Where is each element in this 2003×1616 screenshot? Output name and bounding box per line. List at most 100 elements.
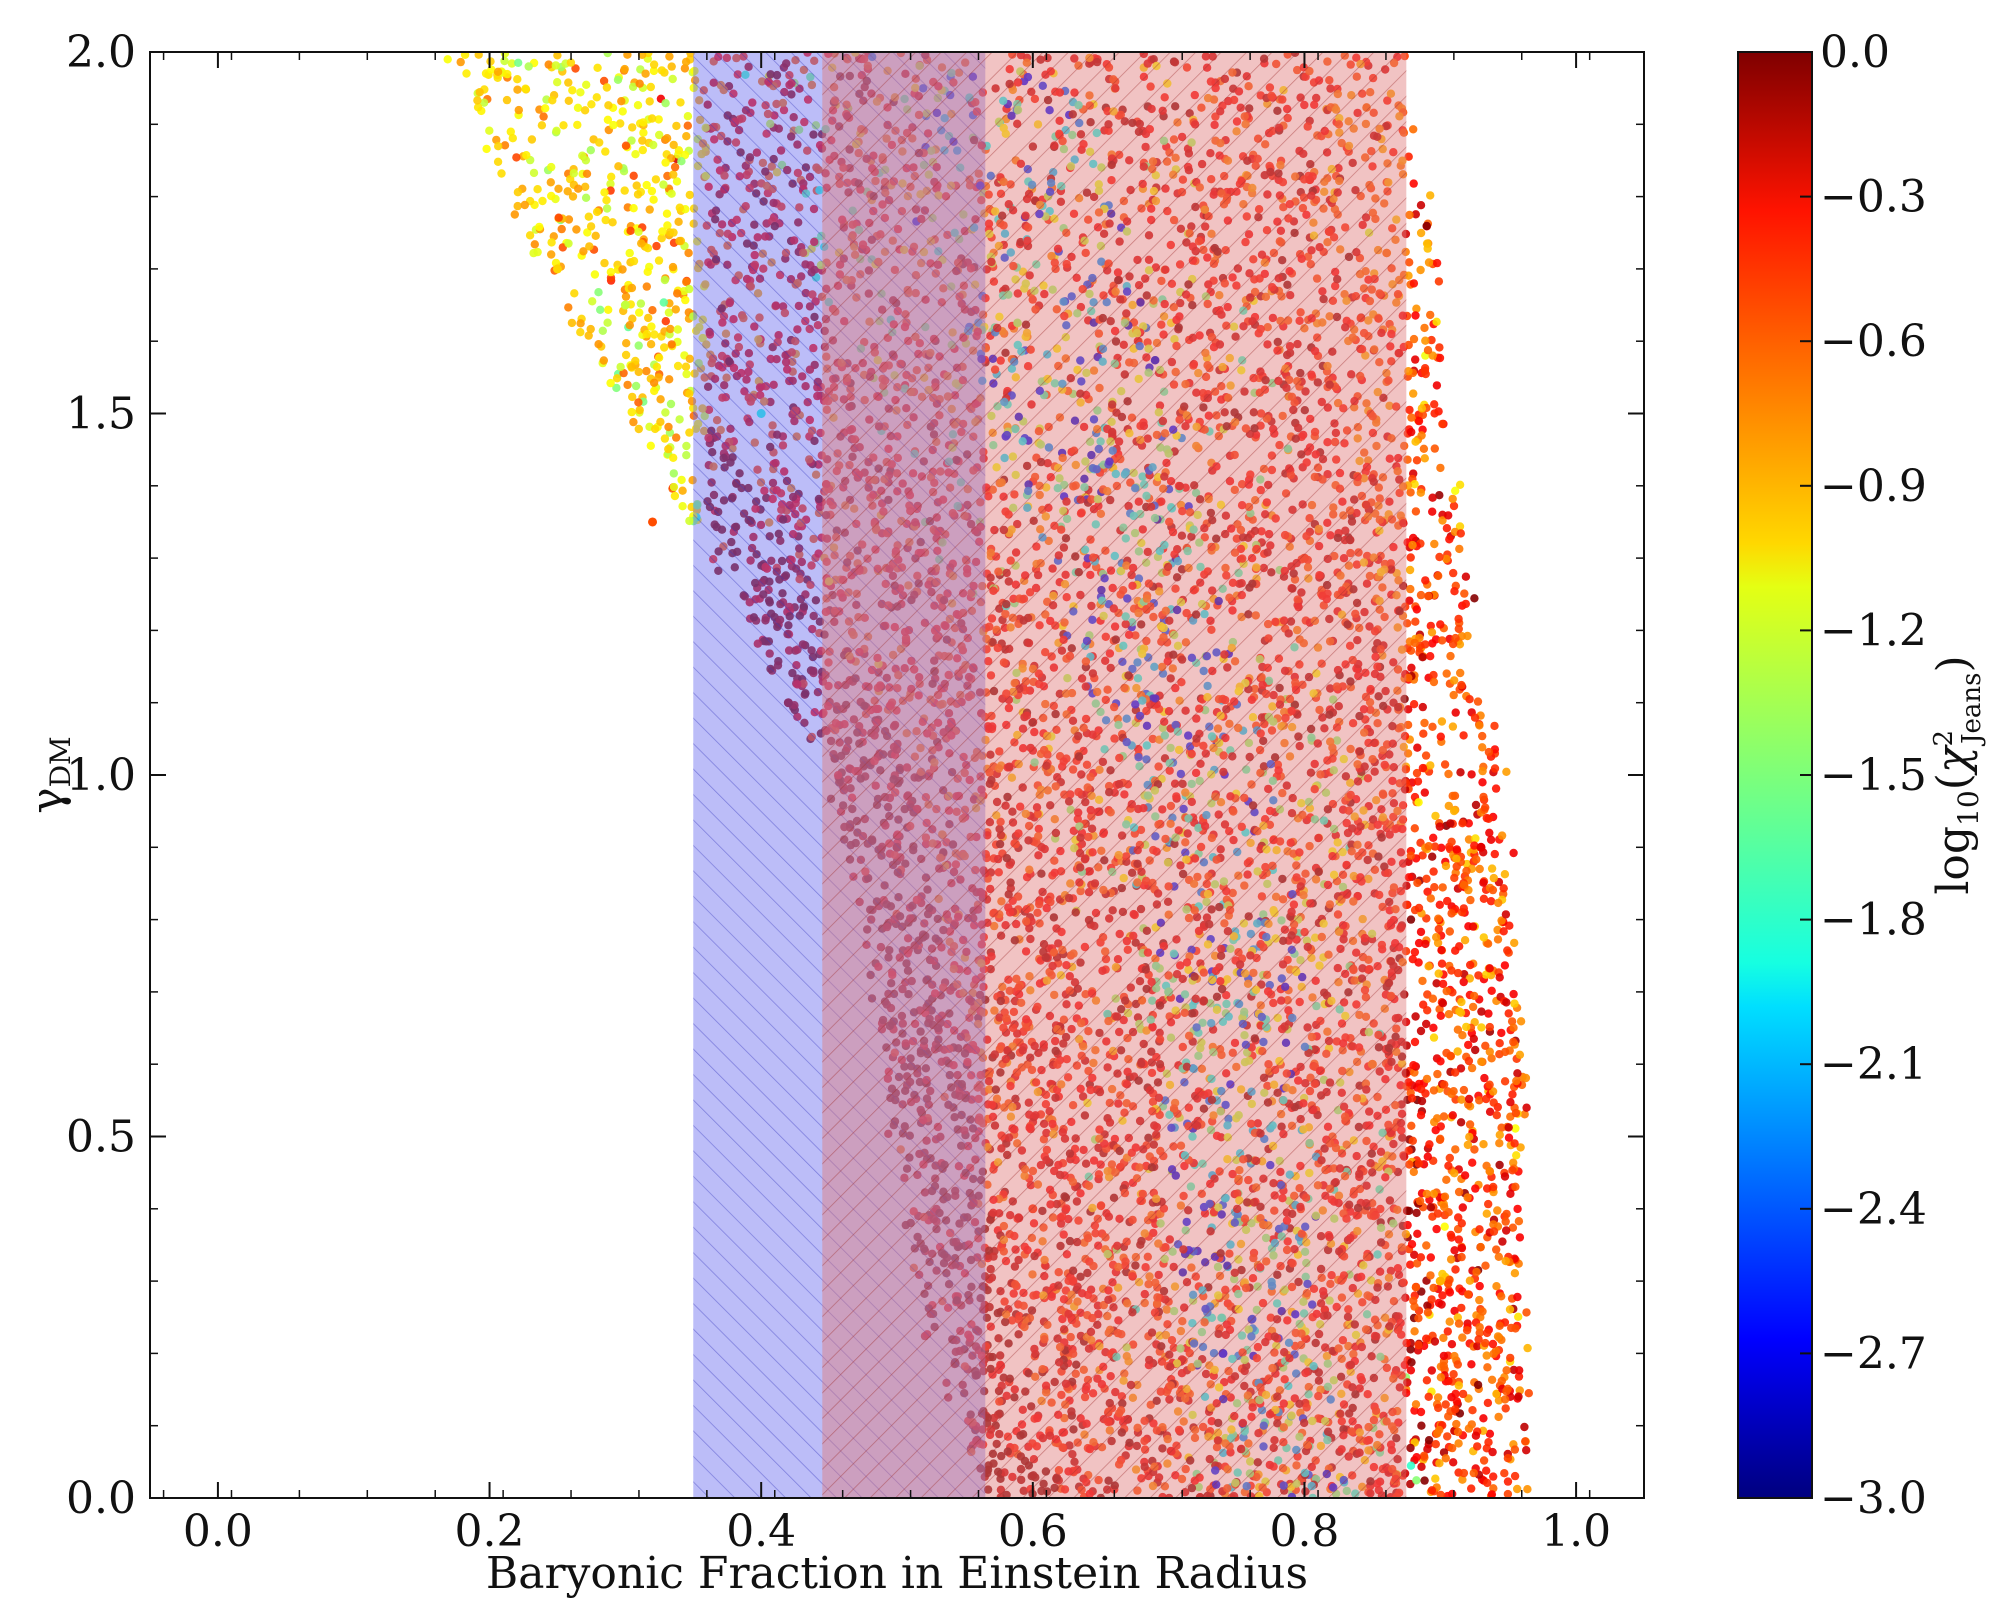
- scatter-point: [647, 186, 657, 196]
- scatter-point: [1436, 1057, 1445, 1066]
- scatter-point: [1412, 768, 1422, 778]
- scatter-point: [1417, 1462, 1426, 1472]
- scatter-point: [664, 308, 674, 317]
- scatter-point: [1522, 1446, 1531, 1455]
- scatter-point: [1451, 1145, 1460, 1154]
- scatter-point: [1501, 910, 1511, 919]
- scatter-point: [1449, 690, 1458, 700]
- scatter-point: [1445, 927, 1455, 936]
- scatter-point: [572, 225, 581, 234]
- scatter-point: [599, 356, 608, 365]
- scatter-point: [661, 317, 670, 326]
- scatter-point: [594, 288, 603, 297]
- scatter-point: [1470, 594, 1479, 603]
- scatter-point: [1418, 851, 1427, 860]
- scatter-point: [1447, 837, 1456, 846]
- scatter-point: [1521, 1073, 1531, 1083]
- scatter-point: [1439, 1333, 1448, 1343]
- scatter-point: [1515, 1233, 1525, 1242]
- scatter-point: [1510, 1471, 1520, 1481]
- scatter-point: [1497, 916, 1506, 925]
- scatter-point: [1439, 1361, 1449, 1371]
- scatter-point: [1435, 491, 1444, 500]
- scatter-point: [1417, 1096, 1427, 1106]
- scatter-point: [1445, 1153, 1455, 1163]
- scatter-point: [564, 303, 573, 312]
- scatter-point: [513, 188, 523, 197]
- scatter-point: [507, 59, 517, 68]
- scatter-point: [1483, 1363, 1492, 1372]
- scatter-point: [1500, 1172, 1510, 1181]
- scatter-point: [601, 215, 610, 225]
- scatter-point: [672, 177, 682, 186]
- scatter-point: [596, 305, 605, 314]
- scatter-point: [576, 319, 585, 328]
- scatter-point: [1433, 1393, 1443, 1402]
- scatter-point: [681, 362, 691, 371]
- scatter-point: [635, 405, 644, 415]
- scatter-point: [1435, 822, 1445, 831]
- scatter-point: [1406, 1345, 1415, 1354]
- scatter-point: [629, 417, 638, 427]
- scatter-point: [1465, 1120, 1475, 1129]
- scatter-point: [1481, 1261, 1490, 1270]
- scatter-point: [1505, 1305, 1515, 1314]
- scatter-point: [533, 185, 542, 194]
- scatter-point: [1479, 878, 1488, 887]
- scatter-point: [1458, 1475, 1467, 1484]
- scatter-point: [654, 115, 663, 124]
- scatter-point: [1435, 900, 1445, 909]
- scatter-point: [1431, 1474, 1440, 1483]
- scatter-point: [685, 389, 694, 398]
- scatter-point: [1409, 279, 1419, 288]
- scatter-point: [1409, 179, 1418, 188]
- scatter-point: [541, 104, 550, 113]
- scatter-point: [667, 62, 676, 71]
- scatter-point: [638, 145, 647, 155]
- scatter-point: [567, 318, 577, 328]
- scatter-point: [685, 284, 694, 294]
- scatter-point: [1485, 828, 1494, 837]
- scatter-point: [1405, 258, 1414, 267]
- scatter-point: [1495, 1160, 1504, 1170]
- scatter-point: [1444, 801, 1454, 811]
- scatter-point: [1431, 811, 1440, 821]
- scatter-point: [1429, 867, 1438, 876]
- scatter-point: [601, 147, 610, 156]
- scatter-point: [1416, 590, 1426, 600]
- scatter-point: [1412, 304, 1421, 313]
- scatter-point: [1482, 1466, 1491, 1475]
- scatter-point: [1505, 921, 1514, 930]
- scatter-point: [628, 123, 637, 132]
- scatter-point: [1426, 1253, 1436, 1262]
- scatter-point: [1467, 1484, 1476, 1493]
- scatter-point: [1520, 1110, 1529, 1119]
- scatter-point: [1497, 1292, 1506, 1301]
- scatter-point: [456, 57, 465, 67]
- scatter-point: [1451, 1265, 1460, 1274]
- scatter-point: [665, 375, 674, 384]
- scatter-point: [1502, 1209, 1511, 1219]
- scatter-point: [680, 150, 690, 160]
- scatter-point: [1495, 1039, 1504, 1048]
- scatter-point: [1479, 1140, 1488, 1149]
- scatter-point: [586, 324, 595, 334]
- scatter-point: [1449, 1370, 1458, 1379]
- scatter-point: [1451, 1068, 1460, 1077]
- scatter-point: [568, 192, 578, 201]
- scatter-point: [1448, 1443, 1457, 1453]
- scatter-point: [627, 136, 636, 145]
- scatter-point: [514, 105, 523, 115]
- scatter-point: [1444, 1161, 1453, 1171]
- scatter-point: [1493, 1206, 1502, 1215]
- scatter-point: [1436, 463, 1445, 473]
- scatter-point: [1448, 791, 1457, 801]
- scatter-point: [1494, 1412, 1503, 1422]
- scatter-point: [1501, 1404, 1510, 1413]
- scatter-point: [1473, 1341, 1482, 1351]
- scatter-point: [1520, 1422, 1529, 1432]
- scatter-point: [1516, 1017, 1526, 1026]
- scatter-point: [1438, 516, 1447, 525]
- scatter-point: [1479, 1414, 1488, 1423]
- scatter-point: [1423, 887, 1432, 896]
